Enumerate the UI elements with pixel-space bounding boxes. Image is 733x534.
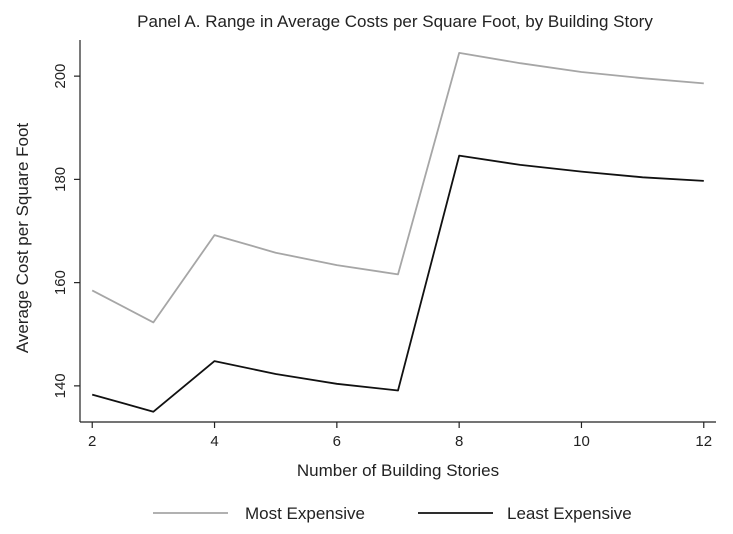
legend: Most Expensive Least Expensive — [153, 504, 632, 523]
y-tick-label: 160 — [52, 270, 69, 295]
y-axis-label: Average Cost per Square Foot — [13, 123, 32, 354]
x-axis-ticks: 2 4 6 8 10 12 — [88, 422, 712, 450]
x-tick-label: 10 — [573, 433, 590, 450]
x-tick-label: 2 — [88, 433, 96, 450]
legend-label: Most Expensive — [245, 504, 365, 523]
x-tick-label: 8 — [455, 433, 463, 450]
legend-label: Least Expensive — [507, 504, 632, 523]
y-tick-label: 200 — [52, 64, 69, 89]
y-tick-label: 140 — [52, 373, 69, 398]
x-axis-label: Number of Building Stories — [297, 461, 499, 480]
series-line-least-expensive — [91, 154, 704, 413]
y-axis-ticks: 140 160 180 200 — [52, 64, 80, 398]
x-tick-label: 12 — [695, 433, 712, 450]
x-tick-label: 4 — [210, 433, 218, 450]
x-tick-label: 6 — [333, 433, 341, 450]
plot-area — [91, 52, 704, 413]
series-line-most-expensive — [91, 52, 704, 324]
y-tick-label: 180 — [52, 167, 69, 192]
chart-title: Panel A. Range in Average Costs per Squa… — [137, 12, 653, 31]
